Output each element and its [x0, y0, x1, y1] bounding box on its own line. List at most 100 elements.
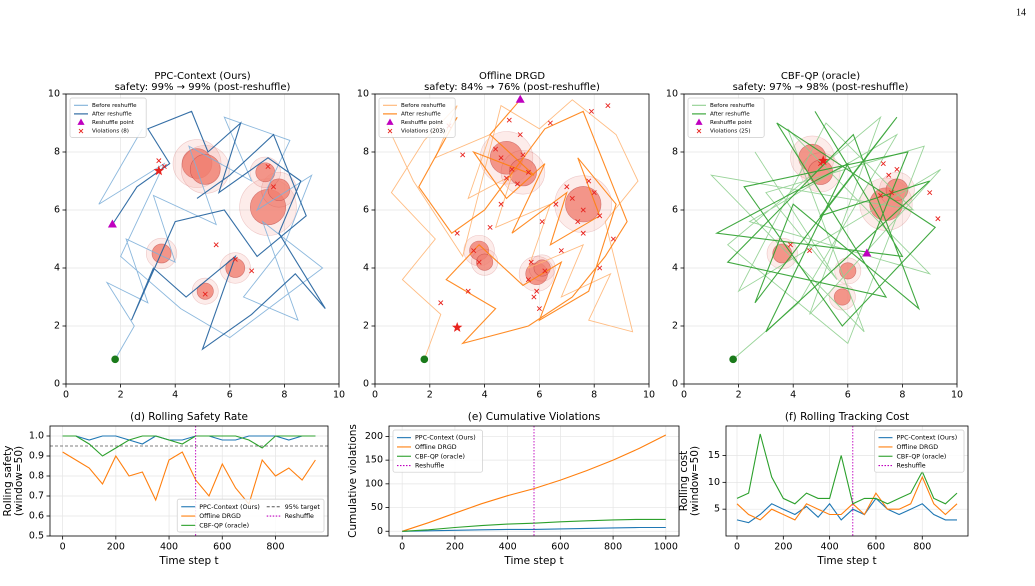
y-tick-label: 0	[672, 379, 678, 390]
violation-marker	[454, 230, 460, 236]
violation-marker	[498, 201, 504, 207]
y-tick-label: 0	[377, 526, 383, 537]
obstacle	[267, 178, 291, 201]
violation-marker	[547, 120, 553, 126]
obstacle	[476, 253, 494, 271]
legend-label: CBF-QP (oracle)	[199, 522, 249, 529]
x-tick-label: 6	[845, 390, 851, 401]
y-tick-label: 150	[365, 455, 383, 466]
x-tick-label: 400	[821, 542, 839, 553]
legend-box	[687, 97, 765, 138]
trajectory-line	[111, 110, 326, 351]
y-tick-label: 8	[672, 147, 678, 158]
trajectory-line	[715, 111, 937, 333]
violation-marker	[471, 248, 477, 254]
y-tick-label: 50	[371, 502, 383, 513]
x-tick-label: 0	[372, 390, 378, 401]
x-axis-label: Time step t	[503, 555, 563, 567]
violation-marker	[531, 294, 537, 300]
x-tick-label: 2	[118, 390, 124, 401]
legend-label: Before reshuffle	[92, 103, 137, 109]
violation-marker	[880, 161, 886, 167]
violation-marker	[270, 184, 276, 190]
plot-area	[385, 94, 639, 364]
violation-marker	[438, 300, 444, 306]
legend-label: Reshuffle	[896, 463, 925, 470]
series-line	[736, 433, 958, 505]
violation-marker	[597, 213, 603, 219]
x-axis-label: Time step t	[816, 555, 876, 567]
x-tick-label: 2	[427, 390, 433, 401]
violation-marker	[202, 291, 208, 297]
legend-label: Offline DRGD	[199, 513, 241, 520]
violation-marker	[886, 172, 892, 178]
x-tick-label: 800	[266, 542, 284, 553]
y-tick-label: 8	[54, 147, 60, 158]
obstacle	[196, 282, 214, 300]
legend-swatch	[386, 118, 394, 125]
violation-marker	[465, 288, 471, 294]
x-tick-label: 200	[774, 542, 792, 553]
x-tick-label: 600	[867, 542, 885, 553]
y-tick-label: 2	[672, 321, 678, 332]
start-point	[420, 355, 429, 364]
obstacle	[508, 158, 537, 187]
x-tick-label: 4	[790, 390, 796, 401]
violation-marker	[580, 230, 586, 236]
series-line	[402, 434, 667, 532]
plot-area	[50, 426, 328, 536]
x-tick-label: 200	[107, 542, 125, 553]
x-tick-label: 0	[399, 542, 405, 553]
plot-area	[98, 110, 326, 364]
series-line	[62, 451, 316, 506]
violation-marker	[935, 216, 941, 222]
chart-subtitle: safety: 84% → 76% (post-reshuffle)	[424, 82, 600, 93]
series-line	[736, 497, 957, 524]
violation-marker	[476, 259, 482, 265]
y-tick-label: 4	[363, 263, 369, 274]
violation-marker	[504, 175, 510, 181]
legend-label: Offline DRGD	[415, 444, 457, 451]
y-tick-label: 0	[363, 379, 369, 390]
violation-marker	[525, 277, 531, 283]
y-tick-label: 0.8	[29, 471, 44, 482]
chart-title: PPC-Context (Ours)	[154, 71, 250, 82]
trajectory-line	[418, 99, 628, 345]
chart-title: Offline DRGD	[479, 71, 545, 82]
violation-marker	[558, 248, 564, 254]
chart-subtitle: safety: 99% → 99% (post-reshuffle)	[115, 82, 291, 93]
y-tick-label: 0	[54, 379, 60, 390]
y-axis-label: Cumulative violations	[347, 424, 359, 538]
y-axis-label: (window=50)	[689, 446, 701, 516]
chart-title: (e) Cumulative Violations	[468, 411, 601, 423]
x-tick-label: 0	[63, 390, 69, 401]
legend-label: PPC-Context (Ours)	[199, 504, 260, 511]
trajectory-line	[98, 116, 324, 360]
legend-label: CBF-QP (oracle)	[896, 453, 946, 460]
violation-marker	[509, 166, 515, 172]
y-tick-label: 1.0	[29, 431, 44, 442]
x-tick-label: 10	[643, 390, 655, 401]
obstacle	[839, 262, 857, 280]
y-tick-label: 10	[666, 89, 678, 100]
legend-label: 95% target	[285, 504, 321, 511]
violation-marker	[894, 166, 900, 172]
y-tick-label: 5	[714, 504, 720, 515]
y-tick-label: 8	[363, 147, 369, 158]
violation-marker	[817, 161, 824, 167]
obstacle	[189, 154, 221, 185]
chart-title: (f) Rolling Tracking Cost	[785, 411, 909, 423]
legend-box	[392, 429, 483, 473]
legend-label: Offline DRGD	[896, 444, 938, 451]
legend-swatch	[77, 118, 85, 125]
violation-marker	[564, 184, 570, 190]
x-tick-label: 8	[899, 390, 905, 401]
legend-box	[176, 498, 325, 533]
x-tick-label: 600	[551, 542, 569, 553]
violation-marker	[520, 152, 526, 158]
violation-marker	[597, 265, 603, 271]
obstacle	[833, 288, 851, 306]
axes-frame	[49, 425, 329, 537]
violation-marker	[517, 132, 523, 138]
